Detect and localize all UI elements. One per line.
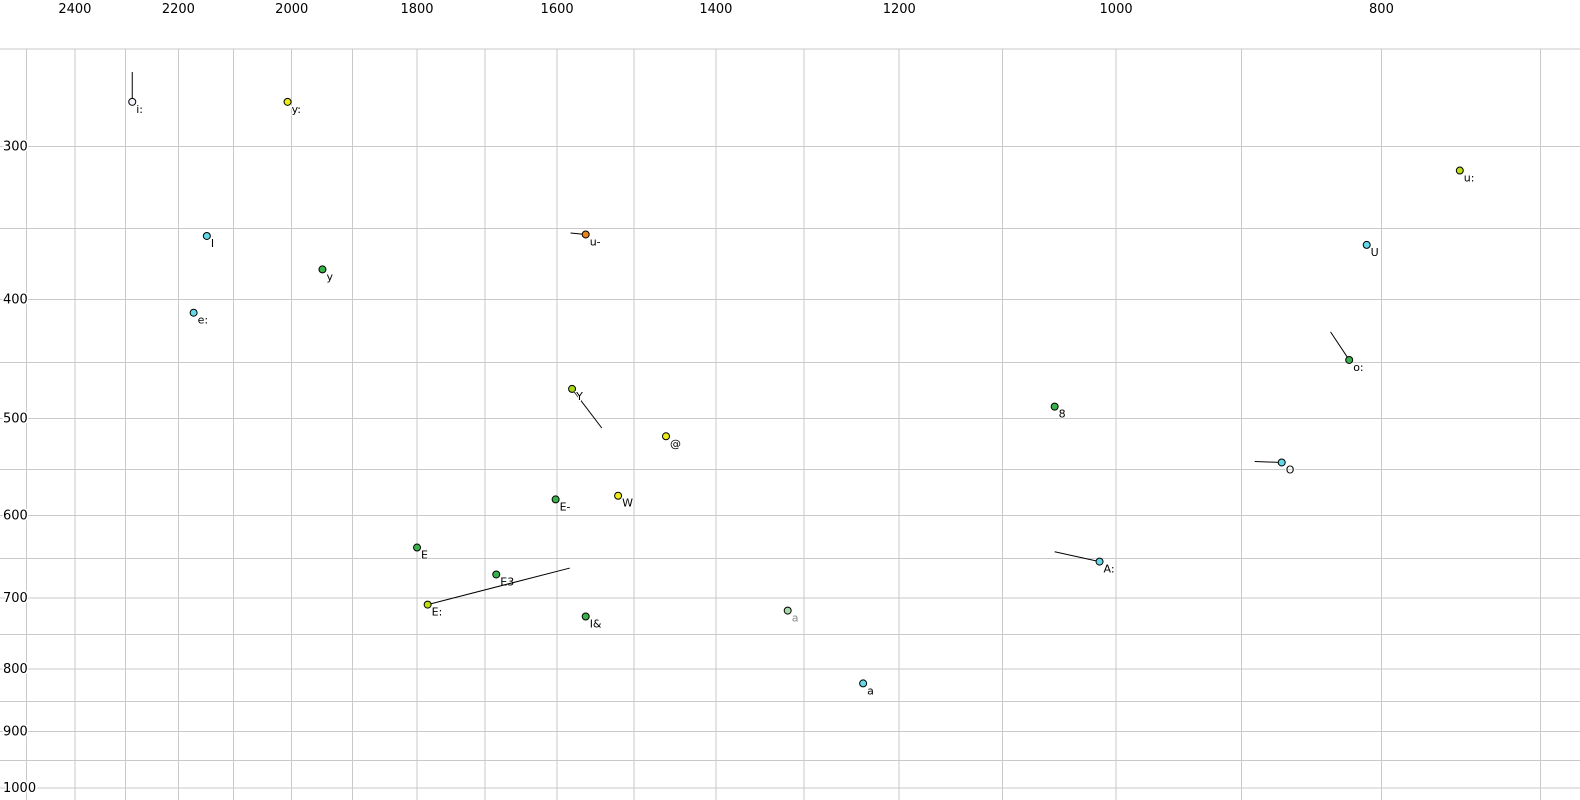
vowel-point: y: [283, 97, 302, 117]
vowel-dot[interactable] [283, 97, 292, 106]
y-axis-tick-label: 400 [3, 293, 28, 308]
vowel-point: y [318, 265, 334, 284]
vowel-dot[interactable] [202, 231, 211, 240]
y-axis-tick-label: 700 [3, 591, 28, 606]
vowel-point: I [202, 231, 215, 251]
vowel-dot[interactable] [423, 600, 432, 609]
vowel-label: y [326, 270, 333, 283]
vowel-dot[interactable] [1050, 402, 1059, 411]
vowel-label: 8 [1059, 408, 1066, 421]
x-axis-tick-label: 1600 [541, 2, 574, 17]
vowel-label: a [792, 612, 799, 625]
vowel-dot[interactable] [1455, 166, 1464, 175]
vowel-label: e: [198, 314, 208, 327]
vowel-label: I [211, 237, 214, 250]
x-axis-tick-label: 1000 [1100, 2, 1133, 17]
movement-trail-line [571, 388, 603, 429]
vowel-label: o: [1353, 361, 1363, 374]
vowel-label: Y [575, 390, 583, 403]
y-axis-tick-label: 800 [3, 662, 28, 677]
vowel-dot[interactable] [859, 679, 868, 688]
vowel-label: U [1371, 246, 1379, 259]
vowel-label: u- [590, 235, 601, 248]
vowel-point: E- [551, 495, 572, 514]
movement-trail-line [1254, 460, 1282, 463]
vowel-label: i: [136, 103, 143, 116]
vowel-point: E3 [492, 570, 515, 589]
y-axis-tick-label: 300 [3, 139, 28, 154]
vowel-point: U [1362, 240, 1380, 260]
vowel-label: I& [590, 618, 602, 631]
vowel-point: A: [1054, 551, 1116, 577]
vowel-point: @ [662, 432, 682, 451]
vowel-point: E [413, 543, 429, 563]
vowel-dot[interactable] [1277, 458, 1286, 467]
vowel-dot[interactable] [568, 384, 577, 393]
vowel-dot[interactable] [1095, 557, 1104, 566]
vowel-dot[interactable] [318, 265, 327, 274]
vowel-point: u: [1455, 166, 1475, 186]
vowel-label: a [867, 684, 874, 697]
vowel-dot[interactable] [581, 612, 590, 621]
vowel-label: E: [432, 606, 443, 619]
vowel-point: 8 [1050, 402, 1067, 422]
vowel-dot[interactable] [492, 570, 501, 579]
vowel-dot[interactable] [581, 230, 590, 239]
vowel-point: W [614, 491, 634, 511]
vowel-dot[interactable] [783, 606, 792, 615]
y-axis-tick-label: 1000 [3, 781, 36, 796]
x-axis-tick-label: 1400 [699, 2, 732, 17]
y-axis-tick-label: 500 [3, 411, 28, 426]
vowel-point: u- [570, 230, 602, 249]
x-axis-tick-label: 2000 [275, 2, 308, 17]
vowel-dot[interactable] [189, 308, 198, 317]
vowel-point: i: [128, 72, 144, 117]
vowel-point: Y [568, 384, 603, 429]
vowel-label: A: [1104, 563, 1115, 576]
x-axis-tick-label: 1200 [883, 2, 916, 17]
vowel-point: a [859, 679, 875, 698]
vowel-label: @ [670, 437, 681, 450]
movement-trail-line [1054, 551, 1100, 563]
x-axis-tick-label: 800 [1369, 2, 1394, 17]
vowel-point: o: [1330, 331, 1365, 375]
vowel-dot[interactable] [551, 495, 560, 504]
movement-trail-line [1330, 331, 1350, 361]
x-axis-tick-label: 2400 [58, 2, 91, 17]
vowel-point: E: [423, 567, 570, 620]
vowel-dot[interactable] [662, 432, 671, 441]
vowel-label: W [622, 497, 633, 510]
vowel-point: e: [189, 308, 209, 328]
vowel-point: O [1254, 458, 1296, 477]
vowel-label: E3 [500, 575, 514, 588]
vowel-point: a [783, 606, 799, 626]
vowel-label: O [1286, 463, 1295, 476]
x-axis-tick-label: 1800 [400, 2, 433, 17]
vowel-dot[interactable] [1345, 355, 1354, 364]
y-axis-tick-label: 600 [3, 509, 28, 524]
vowel-dot[interactable] [413, 543, 422, 552]
vowel-dot[interactable] [128, 97, 137, 106]
vowel-label: u: [1464, 172, 1475, 185]
vowel-label: y: [292, 103, 301, 116]
vowel-label: E [421, 549, 428, 562]
movement-trail-line [427, 567, 570, 606]
vowel-dot[interactable] [614, 491, 623, 500]
vowel-label: E- [560, 500, 571, 513]
x-axis-tick-label: 2200 [162, 2, 195, 17]
vowel-dot[interactable] [1362, 240, 1371, 249]
vowel-point: I& [581, 612, 603, 632]
y-axis-tick-label: 900 [3, 725, 28, 740]
